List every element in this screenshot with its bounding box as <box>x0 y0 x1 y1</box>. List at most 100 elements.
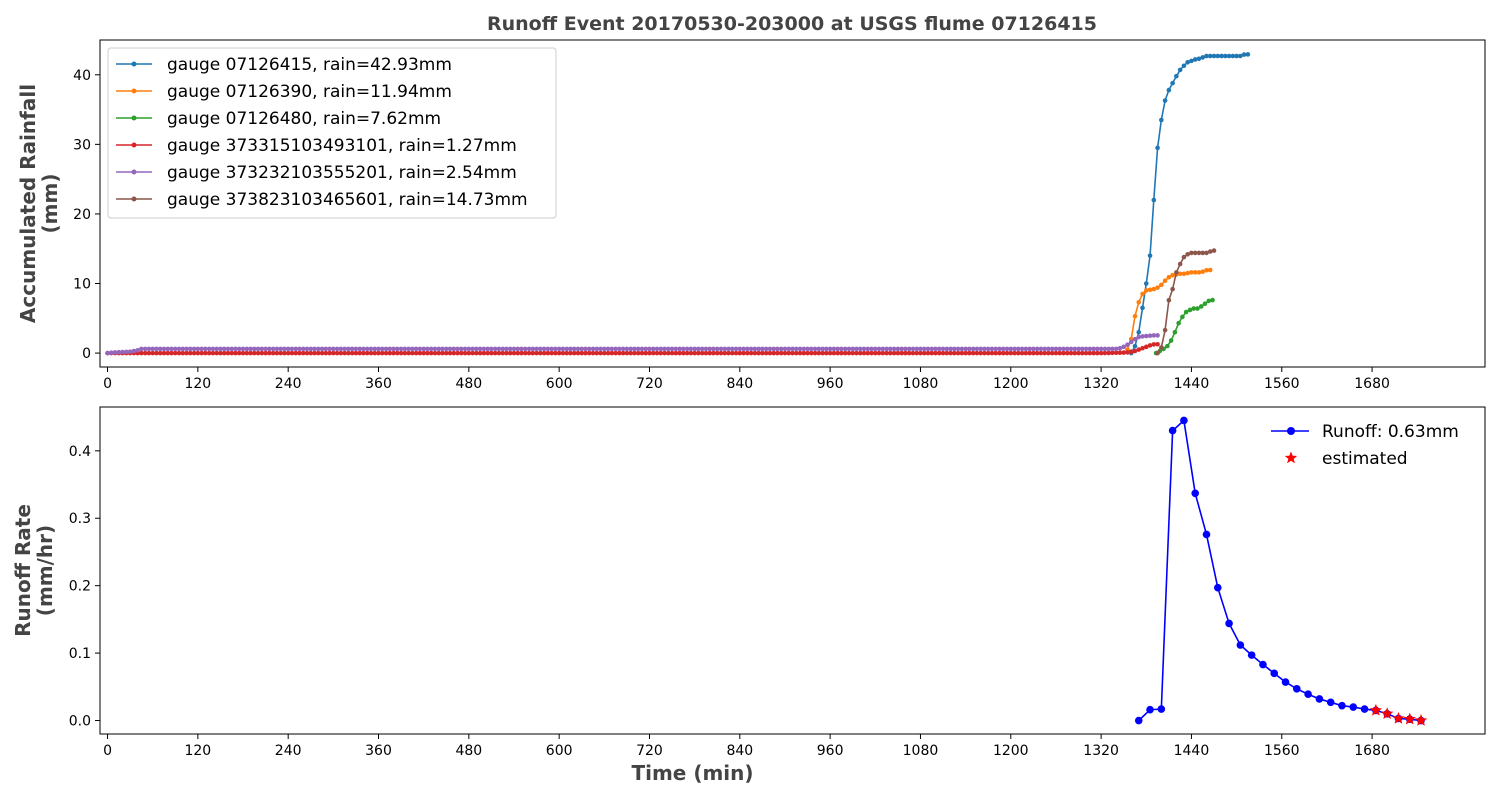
data-point <box>146 346 152 352</box>
data-point <box>775 346 780 352</box>
data-point <box>628 350 633 356</box>
x-tick-label: 1200 <box>993 743 1029 759</box>
data-point <box>1016 350 1021 356</box>
data-point <box>368 350 374 356</box>
data-point <box>1095 350 1100 356</box>
x-tick-label: 1560 <box>1264 743 1300 759</box>
data-point <box>1110 346 1115 352</box>
data-point <box>1068 350 1074 356</box>
data-point <box>1204 250 1209 256</box>
data-point <box>733 346 739 352</box>
data-point <box>511 350 517 356</box>
data-point <box>1091 350 1096 356</box>
data-point <box>372 350 378 356</box>
data-point <box>1168 338 1174 343</box>
data-point <box>707 346 713 352</box>
data-point <box>1162 278 1168 284</box>
data-point <box>692 346 697 352</box>
data-point <box>417 350 423 356</box>
data-point <box>692 350 697 356</box>
x-tick-label: 720 <box>636 743 663 759</box>
data-point <box>613 350 618 356</box>
data-point <box>778 346 784 352</box>
data-point <box>846 346 852 352</box>
data-point <box>650 346 656 352</box>
data-point <box>767 346 773 352</box>
data-point <box>1125 342 1130 348</box>
data-point <box>474 350 479 356</box>
data-point <box>485 346 490 352</box>
x-tick-label: 1200 <box>993 376 1029 392</box>
data-point <box>489 350 494 356</box>
data-point <box>925 346 931 352</box>
data-point <box>1132 336 1138 342</box>
data-point <box>545 350 551 356</box>
data-point <box>515 346 521 352</box>
data-point <box>240 346 246 352</box>
data-point <box>568 346 573 352</box>
data-point <box>1210 297 1215 303</box>
data-point <box>1098 350 1104 356</box>
data-point <box>455 350 460 356</box>
data-point <box>1064 346 1070 352</box>
data-point <box>568 350 573 356</box>
data-point <box>507 346 513 352</box>
data-point <box>304 346 310 352</box>
data-point <box>440 350 445 356</box>
data-point <box>846 350 852 356</box>
data-point <box>278 350 283 356</box>
data-point <box>1211 248 1217 253</box>
data-point <box>1117 350 1123 356</box>
legend-label: estimated <box>1322 449 1408 469</box>
data-point <box>1038 346 1044 352</box>
data-point <box>963 350 968 356</box>
data-point <box>154 350 159 356</box>
x-tick-label: 600 <box>546 376 573 392</box>
data-point <box>989 350 995 356</box>
data-point <box>1270 669 1279 678</box>
data-point <box>267 350 272 356</box>
data-point <box>199 346 204 352</box>
x-tick-label: 120 <box>184 743 211 759</box>
data-point <box>1226 53 1232 59</box>
data-point <box>884 346 889 352</box>
data-point <box>485 350 490 356</box>
data-point <box>952 350 957 356</box>
data-point <box>165 346 171 352</box>
data-point <box>206 346 212 352</box>
data-point <box>594 350 600 356</box>
data-point <box>428 350 434 356</box>
data-point <box>1166 87 1172 93</box>
data-point <box>421 346 426 352</box>
data-point <box>1185 59 1190 65</box>
data-point <box>1247 651 1256 659</box>
data-point <box>820 346 825 352</box>
data-point <box>470 350 475 356</box>
data-point <box>1155 285 1160 290</box>
data-point <box>203 350 208 356</box>
data-point <box>304 350 310 356</box>
runoff-panel: 0 120 240 360 480 600 720 840 960 1080 1200 1320 144… <box>11 406 1486 785</box>
y-tick-label: 0.1 <box>69 646 91 662</box>
data-point <box>1083 350 1089 356</box>
data-point <box>349 350 355 356</box>
data-point <box>218 346 223 352</box>
data-point <box>1053 350 1059 356</box>
data-point <box>658 350 664 356</box>
data-point <box>801 350 807 356</box>
data-point <box>221 350 227 356</box>
data-point <box>142 346 148 352</box>
data-point <box>338 350 344 356</box>
data-point <box>1012 350 1017 356</box>
data-point <box>1121 344 1126 350</box>
data-point <box>308 346 314 352</box>
data-point <box>1192 250 1198 256</box>
data-point <box>357 350 362 356</box>
data-point <box>1049 350 1055 356</box>
data-point <box>1000 350 1006 356</box>
data-point <box>368 346 374 352</box>
data-point <box>590 346 596 352</box>
data-point <box>116 349 122 355</box>
data-point <box>526 350 532 356</box>
data-point <box>662 350 667 356</box>
